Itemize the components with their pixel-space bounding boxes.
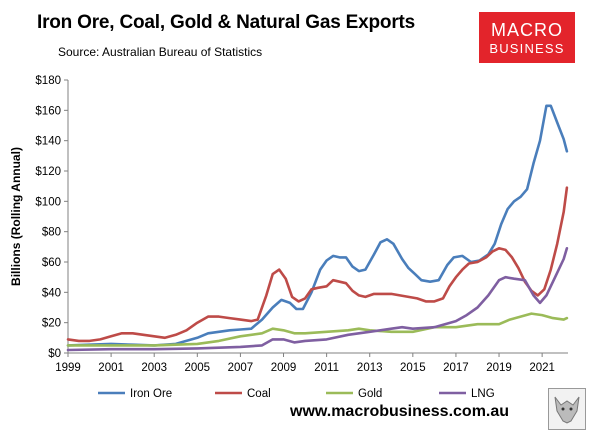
y-axis-label: Billions (Rolling Annual)	[9, 147, 23, 286]
x-tick-label: 2009	[271, 362, 297, 374]
series-line-lng	[66, 247, 569, 352]
y-tick-label: $180	[35, 75, 61, 87]
y-tick-label: $20	[42, 318, 61, 330]
series-line-gold	[66, 312, 569, 347]
legend-entry: Iron Ore	[130, 388, 172, 400]
x-tick-label: 2017	[443, 362, 469, 374]
x-tick-label: 2021	[529, 362, 555, 374]
macrobusiness-logo: MACRO BUSINESS	[479, 12, 575, 63]
y-tick-label: $160	[35, 105, 61, 117]
y-tick-label: $40	[42, 287, 61, 299]
chart-title: Iron Ore, Coal, Gold & Natural Gas Expor…	[37, 12, 416, 33]
y-tick-label: $140	[35, 136, 61, 148]
x-tick-label: 2013	[357, 362, 383, 374]
logo-line-2: BUSINESS	[489, 41, 565, 56]
y-tick-label: $120	[35, 166, 61, 178]
y-tick-label: $100	[35, 196, 61, 208]
x-tick-label: 2005	[185, 362, 211, 374]
wolf-emblem-icon	[548, 388, 586, 430]
series-line-coal	[66, 186, 569, 343]
y-tick-label: $60	[42, 257, 61, 269]
x-tick-label: 2003	[141, 362, 167, 374]
x-tick-label: 2007	[228, 362, 254, 374]
x-tick-label: 2001	[98, 362, 124, 374]
logo-line-1: MACRO	[491, 20, 563, 40]
y-tick-label: $80	[42, 227, 61, 239]
legend-entry: LNG	[471, 388, 495, 400]
source-note: Source: Australian Bureau of Statistics	[58, 45, 263, 59]
x-tick-label: 2011	[314, 362, 339, 374]
legend-entry: Coal	[247, 388, 271, 400]
x-tick-label: 2015	[400, 362, 426, 374]
series-line-iron-ore	[66, 104, 569, 347]
x-tick-label: 1999	[55, 362, 81, 374]
footer-url: www.macrobusiness.com.au	[290, 403, 510, 420]
legend-entry: Gold	[358, 388, 382, 400]
x-tick-label: 2019	[486, 362, 512, 374]
y-tick-label: $0	[48, 348, 61, 360]
